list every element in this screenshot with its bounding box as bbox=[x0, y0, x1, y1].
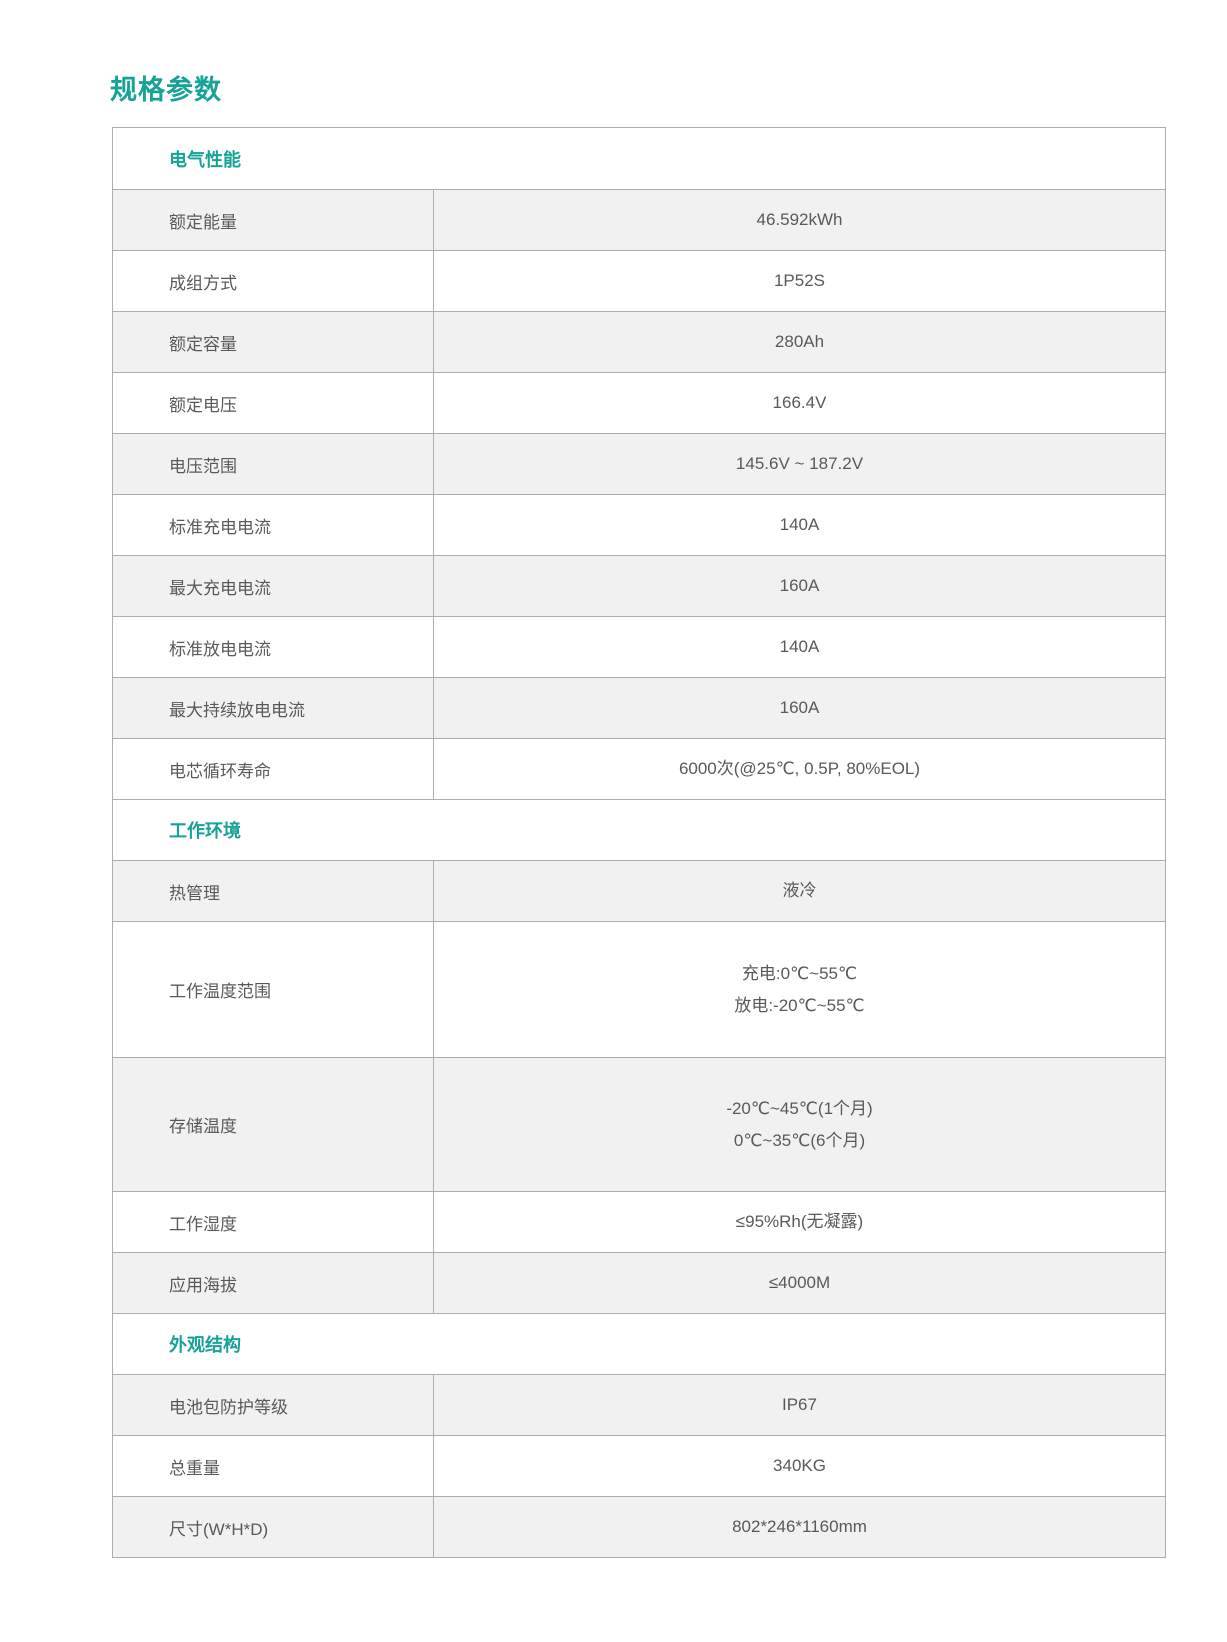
spec-value-line-2: 放电:-20℃~55℃ bbox=[734, 995, 865, 1015]
spec-value-line-2: 0℃~35℃(6个月) bbox=[733, 1130, 866, 1150]
table-row-rated-capacity: 额定容量 280Ah bbox=[113, 311, 1165, 372]
spec-value: 340KG bbox=[773, 1456, 826, 1475]
spec-label: 成组方式 bbox=[113, 251, 434, 311]
table-row-max-charge-current: 最大充电电流 160A bbox=[113, 555, 1165, 616]
spec-label: 应用海拔 bbox=[113, 1253, 434, 1313]
spec-value: 液冷 bbox=[782, 881, 817, 900]
section-header-electrical: 电气性能 bbox=[113, 128, 1165, 189]
table-row-rated-energy: 额定能量 46.592kWh bbox=[113, 189, 1165, 250]
spec-value: ≤95%Rh(无凝露) bbox=[735, 1212, 864, 1231]
spec-value: 145.6V ~ 187.2V bbox=[735, 454, 864, 473]
spec-value: 46.592kWh bbox=[756, 210, 843, 229]
table-row-pack-protection-rating: 电池包防护等级 IP67 bbox=[113, 1374, 1165, 1435]
spec-label: 总重量 bbox=[113, 1436, 434, 1496]
spec-label: 标准充电电流 bbox=[113, 495, 434, 555]
spec-value-line-1: -20℃~45℃(1个月) bbox=[726, 1098, 873, 1118]
table-row-total-weight: 总重量 340KG bbox=[113, 1435, 1165, 1496]
spec-label: 电芯循环寿命 bbox=[113, 739, 434, 799]
spec-label: 热管理 bbox=[113, 861, 434, 921]
table-row-operating-temperature: 工作温度范围 充电:0℃~55℃ 放电:-20℃~55℃ bbox=[113, 921, 1165, 1057]
spec-value-line-1: 充电:0℃~55℃ bbox=[741, 963, 858, 983]
spec-label: 标准放电电流 bbox=[113, 617, 434, 677]
spec-label: 额定电压 bbox=[113, 373, 434, 433]
table-row-cell-cycle-life: 电芯循环寿命 6000次(@25℃, 0.5P, 80%EOL) bbox=[113, 738, 1165, 799]
spec-value: ≤4000M bbox=[768, 1273, 831, 1292]
spec-value: -20℃~45℃(1个月) 0℃~35℃(6个月) bbox=[434, 1058, 1165, 1191]
spec-label: 工作湿度 bbox=[113, 1192, 434, 1252]
spec-value: 充电:0℃~55℃ 放电:-20℃~55℃ bbox=[434, 922, 1165, 1057]
table-row-storage-temperature: 存储温度 -20℃~45℃(1个月) 0℃~35℃(6个月) bbox=[113, 1057, 1165, 1191]
spec-label: 工作温度范围 bbox=[113, 922, 434, 1057]
spec-value: 6000次(@25℃, 0.5P, 80%EOL) bbox=[678, 759, 921, 778]
spec-value: 802*246*1160mm bbox=[732, 1517, 867, 1536]
spec-label: 尺寸(W*H*D) bbox=[113, 1497, 434, 1557]
table-row-application-altitude: 应用海拔 ≤4000M bbox=[113, 1252, 1165, 1313]
spec-value: IP67 bbox=[782, 1395, 817, 1414]
section-title: 工作环境 bbox=[169, 821, 241, 841]
table-row-configuration: 成组方式 1P52S bbox=[113, 250, 1165, 311]
spec-value: 140A bbox=[779, 637, 820, 656]
table-row-max-continuous-discharge-current: 最大持续放电电流 160A bbox=[113, 677, 1165, 738]
section-header-structure: 外观结构 bbox=[113, 1313, 1165, 1374]
spec-value: 140A bbox=[779, 515, 820, 534]
table-row-standard-charge-current: 标准充电电流 140A bbox=[113, 494, 1165, 555]
spec-label: 额定容量 bbox=[113, 312, 434, 372]
spec-label: 最大持续放电电流 bbox=[113, 678, 434, 738]
spec-value: 280Ah bbox=[774, 332, 825, 351]
spec-label: 电压范围 bbox=[113, 434, 434, 494]
spec-value: 1P52S bbox=[773, 271, 826, 290]
section-header-environment: 工作环境 bbox=[113, 799, 1165, 860]
spec-label: 最大充电电流 bbox=[113, 556, 434, 616]
page-title: 规格参数 bbox=[110, 75, 222, 105]
spec-label: 存储温度 bbox=[113, 1058, 434, 1191]
spec-label: 电池包防护等级 bbox=[113, 1375, 434, 1435]
spec-value: 160A bbox=[779, 698, 820, 717]
table-row-voltage-range: 电压范围 145.6V ~ 187.2V bbox=[113, 433, 1165, 494]
table-row-rated-voltage: 额定电压 166.4V bbox=[113, 372, 1165, 433]
spec-table: 电气性能 额定能量 46.592kWh 成组方式 1P52S 额定容量 280A… bbox=[112, 127, 1166, 1558]
table-row-dimensions: 尺寸(W*H*D) 802*246*1160mm bbox=[113, 1496, 1165, 1557]
spec-value: 166.4V bbox=[772, 393, 827, 412]
section-title: 电气性能 bbox=[169, 149, 241, 170]
section-title: 外观结构 bbox=[169, 1335, 241, 1355]
table-row-operating-humidity: 工作湿度 ≤95%Rh(无凝露) bbox=[113, 1191, 1165, 1252]
table-row-standard-discharge-current: 标准放电电流 140A bbox=[113, 616, 1165, 677]
table-row-thermal-management: 热管理 液冷 bbox=[113, 860, 1165, 921]
spec-value: 160A bbox=[779, 576, 820, 595]
spec-label: 额定能量 bbox=[113, 190, 434, 250]
